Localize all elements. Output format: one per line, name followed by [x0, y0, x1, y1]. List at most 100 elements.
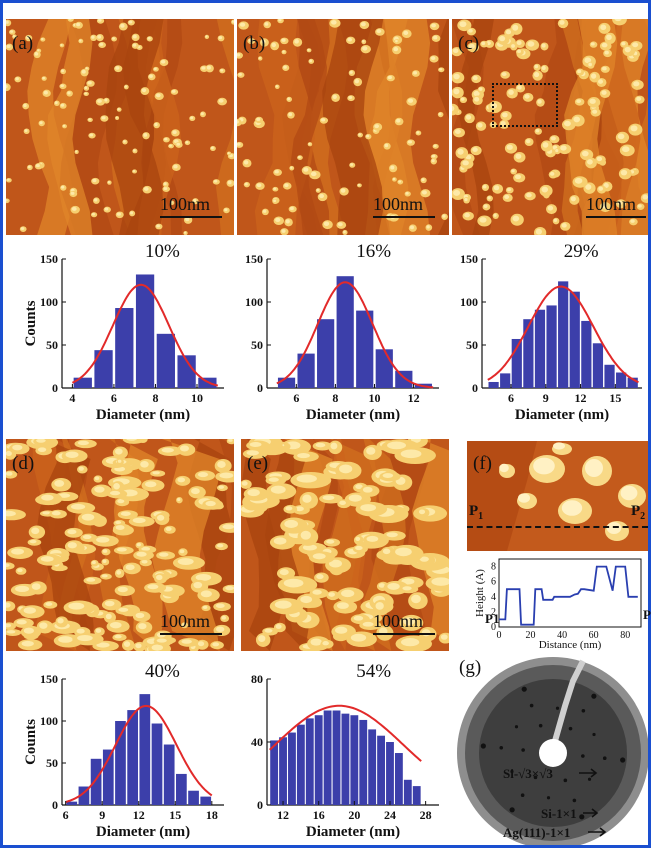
island-highlight	[283, 65, 287, 69]
island-highlight	[109, 490, 121, 496]
scale-bar-c	[586, 216, 646, 218]
island-highlight	[553, 218, 558, 223]
gaussian-fit-line	[65, 704, 213, 803]
diffraction-spot	[568, 726, 573, 731]
island-highlight	[102, 559, 107, 563]
histogram-bar	[569, 291, 580, 388]
island-highlight	[550, 136, 556, 141]
island-highlight	[501, 72, 507, 77]
island-highlight	[218, 485, 225, 489]
island-highlight	[123, 641, 131, 647]
x-tick-label: 12	[277, 808, 289, 822]
arrow-icon	[588, 827, 607, 837]
diffraction-spot	[538, 723, 543, 728]
diffraction-spot	[563, 778, 568, 783]
island-highlight	[35, 163, 40, 168]
island-highlight	[341, 589, 355, 598]
island-highlight	[185, 217, 190, 222]
island-highlight	[400, 449, 422, 459]
island-highlight	[598, 79, 604, 84]
island-highlight	[117, 459, 122, 463]
histogram-bar	[296, 724, 305, 805]
coverage-annotation: 16%	[356, 241, 391, 262]
island-highlight	[89, 133, 94, 137]
island-highlight	[218, 98, 224, 103]
island-highlight	[82, 534, 92, 540]
island-highlight	[407, 140, 413, 144]
island-highlight	[409, 225, 415, 230]
island-highlight	[411, 594, 421, 604]
island-highlight	[590, 73, 597, 79]
zoom-region-box	[492, 83, 558, 127]
diffraction-spot	[581, 708, 586, 713]
island-highlight	[268, 477, 279, 482]
island-highlight	[526, 139, 531, 144]
island-highlight	[15, 585, 30, 592]
island-highlight	[426, 225, 430, 229]
island-highlight	[200, 590, 212, 598]
island-highlight	[442, 214, 446, 218]
histogram-bar	[139, 694, 151, 805]
island-highlight	[472, 75, 478, 81]
histogram-bar	[377, 735, 385, 805]
panel-label-d: (d)	[12, 453, 35, 474]
histogram-bar	[336, 276, 354, 388]
island-highlight	[570, 196, 576, 202]
y-tick-label: 0	[52, 798, 58, 812]
island-highlight	[585, 459, 603, 477]
island-highlight	[310, 171, 317, 177]
island-highlight	[560, 145, 567, 151]
y-tick-label: 150	[40, 672, 58, 686]
island-highlight	[9, 30, 14, 33]
island-highlight	[287, 97, 291, 101]
island-highlight	[350, 163, 354, 166]
island-highlight	[376, 29, 382, 34]
island-highlight	[541, 43, 546, 48]
island-highlight	[347, 37, 353, 42]
island-highlight	[85, 67, 88, 70]
island-highlight	[21, 640, 34, 647]
y-tick-label: 6	[491, 577, 496, 588]
island-highlight	[514, 174, 522, 180]
x-axis-label: Distance (nm)	[539, 639, 602, 651]
panel-label-b: (b)	[243, 33, 266, 54]
island-highlight	[221, 615, 226, 620]
y-tick-label: 150	[40, 252, 58, 266]
island-highlight	[620, 169, 628, 176]
island-highlight	[147, 584, 159, 590]
x-tick-label: 40	[557, 630, 567, 641]
island-highlight	[6, 44, 11, 49]
island-highlight	[464, 197, 468, 202]
island-highlight	[132, 517, 146, 524]
island-highlight	[60, 84, 64, 88]
island-highlight	[275, 624, 282, 629]
island-highlight	[58, 636, 73, 643]
island-highlight	[288, 112, 293, 117]
x-tick-label: 20	[526, 630, 536, 641]
histogram-bar	[78, 786, 90, 805]
island-highlight	[549, 171, 555, 176]
island-highlight	[136, 542, 141, 547]
island-highlight	[431, 23, 436, 28]
y-tick-label: 150	[245, 252, 263, 266]
island-highlight	[535, 228, 542, 235]
island-highlight	[169, 144, 172, 147]
x-tick-label: 80	[620, 630, 630, 641]
island-highlight	[6, 510, 16, 517]
arrow-icon	[579, 768, 598, 778]
island-highlight	[322, 641, 329, 646]
x-tick-label: 24	[384, 808, 396, 822]
stm-image-a: (a) 100nm	[6, 19, 234, 235]
island-highlight	[193, 198, 197, 203]
island-highlight	[332, 94, 337, 99]
island-highlight	[573, 116, 581, 123]
island-highlight	[617, 133, 625, 140]
island-highlight	[91, 212, 96, 216]
island-highlight	[302, 494, 312, 503]
island-highlight	[348, 96, 353, 100]
diffraction-spot	[581, 754, 585, 758]
island-highlight	[360, 22, 366, 27]
island-highlight	[6, 563, 10, 568]
island-highlight	[630, 219, 635, 223]
histogram-bar	[188, 790, 199, 805]
